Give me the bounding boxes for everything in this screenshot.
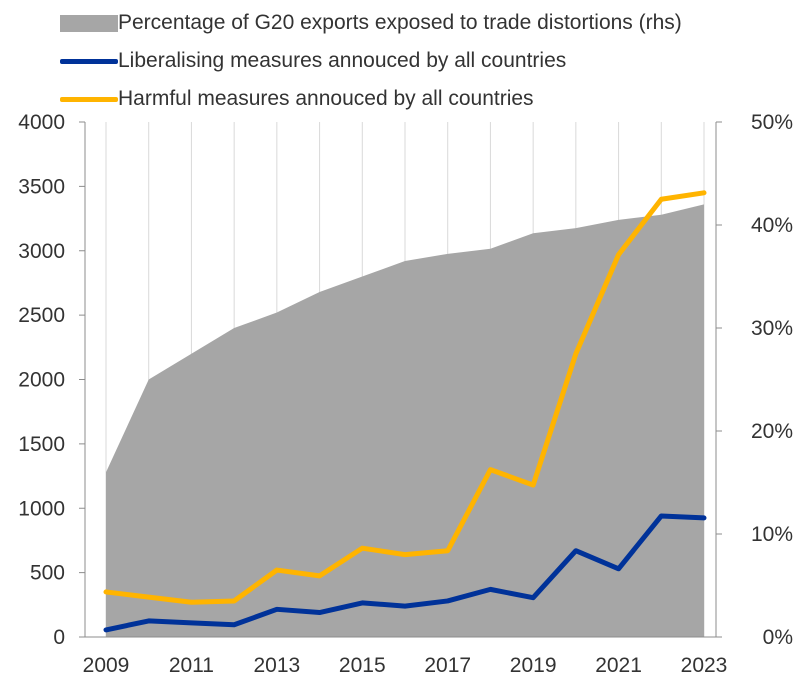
x-tick-label: 2017 [424,654,471,675]
line-liberalising-measures [103,513,707,633]
area-exports-exposed [106,204,704,637]
x-tick-label: 2019 [510,654,557,675]
legend-item-liberalising: Liberalising measures annouced by all co… [60,42,682,80]
left-axis-tick-labels: 0 500 1000 1500 2000 2500 3000 3500 4000 [18,111,65,649]
legend-label-area: Percentage of G20 exports exposed to tra… [118,11,682,34]
legend-label-liberalising: Liberalising measures annouced by all co… [118,49,567,72]
legend-swatch-liberalising [60,58,118,64]
left-tick-label: 3000 [18,240,65,263]
line-harmful-measures [103,190,707,605]
right-tick-label: 40% [751,214,793,237]
left-tick-label: 0 [53,626,65,649]
legend-item-area: Percentage of G20 exports exposed to tra… [60,4,682,42]
x-tick-label: 2015 [339,654,386,675]
x-tick-label: 2009 [83,654,130,675]
legend-swatch-harmful [60,96,118,102]
x-tick-label: 2021 [595,654,642,675]
left-tick-label: 1000 [18,497,65,520]
x-tick-label: 2023 [681,654,728,675]
left-tick-label: 2000 [18,369,65,392]
legend: Percentage of G20 exports exposed to tra… [60,4,682,118]
right-tick-label: 50% [751,111,793,134]
x-tick-label: 2011 [169,654,214,675]
legend-label-harmful: Harmful measures annouced by all countri… [118,87,534,110]
legend-swatch-area [60,14,118,32]
right-tick-label: 30% [751,317,793,340]
left-tick-label: 4000 [18,111,65,134]
right-tick-label: 20% [751,420,793,443]
left-tick-label: 2500 [18,304,65,327]
x-axis-tick-labels: 2009 2011 2013 2015 2017 2019 2021 2023 [83,654,728,675]
right-axis-tick-labels: 0% 10% 20% 30% 40% 50% [751,111,793,649]
line-series [103,190,707,633]
right-tick-label: 10% [751,523,793,546]
right-tick-label: 0% [763,626,793,649]
left-tick-label: 3500 [18,175,65,198]
axes [79,121,722,638]
area-series [106,204,704,637]
left-tick-label: 1500 [18,433,65,456]
x-tick-label: 2013 [253,654,300,675]
left-tick-label: 500 [30,562,65,585]
legend-item-harmful: Harmful measures annouced by all countri… [60,80,682,118]
